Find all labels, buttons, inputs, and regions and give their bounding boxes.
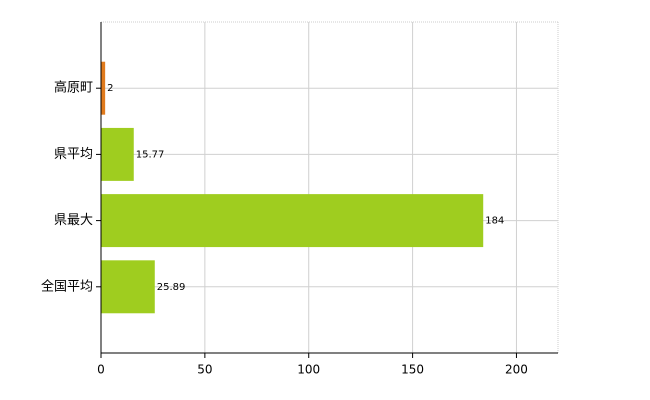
x-tick-label: 0 xyxy=(97,363,105,377)
y-tick-label: 高原町 xyxy=(54,80,93,96)
bar xyxy=(101,194,484,248)
x-tick-label: 100 xyxy=(297,363,320,377)
y-tick-label: 県平均 xyxy=(54,147,93,162)
x-tick-label: 50 xyxy=(197,363,212,377)
value-label: 2 xyxy=(107,83,113,94)
bar xyxy=(101,127,134,181)
x-tick-label: 150 xyxy=(401,363,424,377)
y-tick-label: 全国平均 xyxy=(41,278,93,294)
bar xyxy=(101,260,155,314)
value-label: 25.89 xyxy=(157,282,186,293)
value-label: 15.77 xyxy=(136,149,165,160)
y-tick-label: 県最大 xyxy=(54,213,93,228)
value-label: 184 xyxy=(485,216,504,227)
x-tick-label: 200 xyxy=(505,363,528,377)
bar xyxy=(101,61,106,115)
